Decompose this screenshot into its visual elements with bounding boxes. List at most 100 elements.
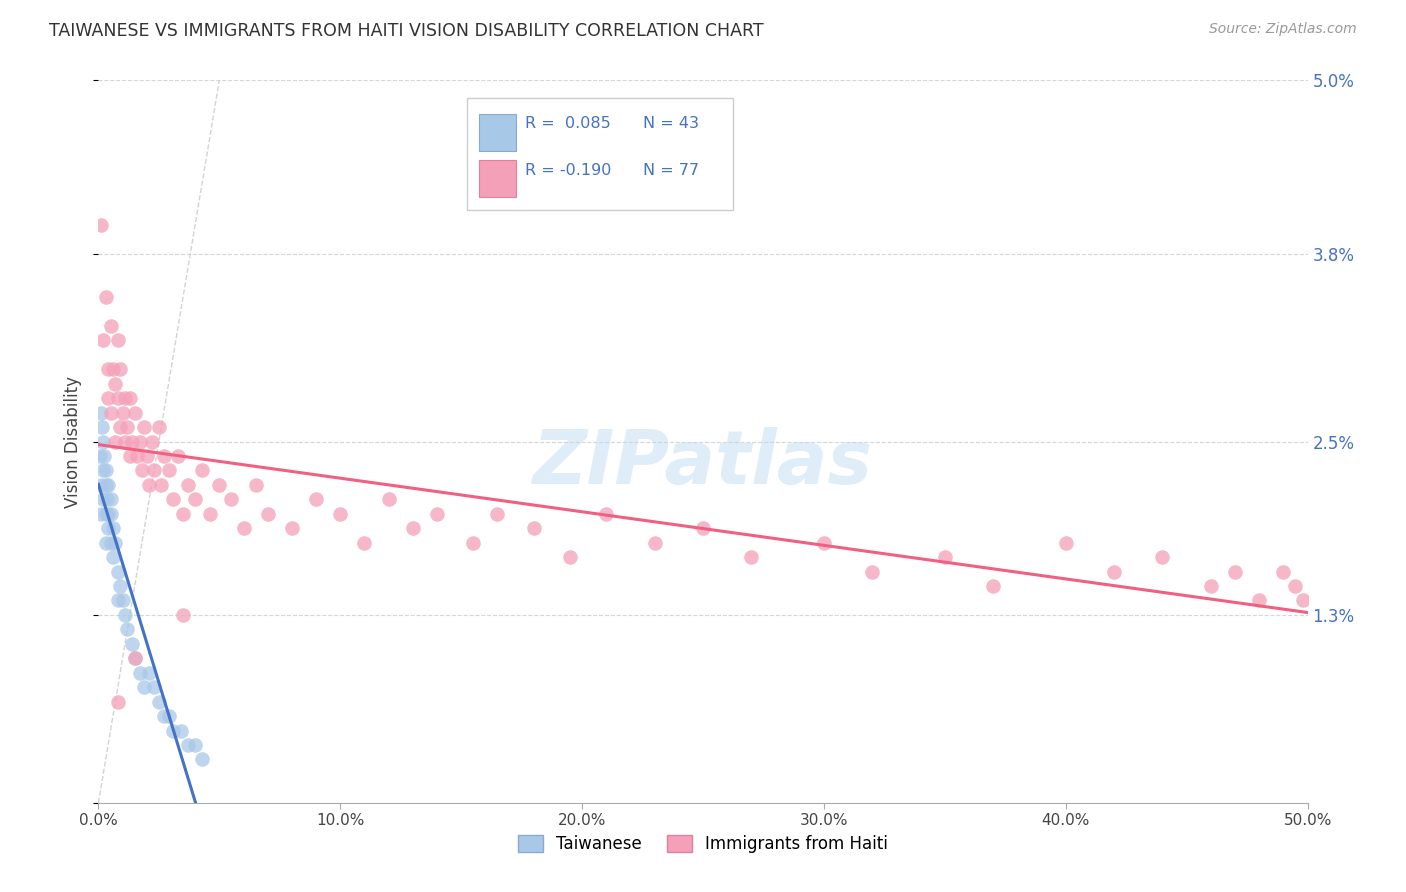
Text: ZIPatlas: ZIPatlas — [533, 426, 873, 500]
FancyBboxPatch shape — [467, 98, 734, 211]
Point — [131, 463, 153, 477]
Point — [97, 362, 120, 376]
Point — [134, 680, 156, 694]
Point — [121, 637, 143, 651]
Point — [107, 695, 129, 709]
Point — [94, 507, 117, 521]
Point — [172, 607, 194, 622]
Point — [1292, 593, 1315, 607]
Point — [486, 507, 509, 521]
Point — [191, 752, 214, 766]
Point — [100, 535, 122, 549]
Point — [104, 434, 127, 449]
Point — [121, 434, 143, 449]
Point — [150, 478, 173, 492]
Point — [94, 535, 117, 549]
Point — [128, 665, 150, 680]
Point — [595, 507, 617, 521]
Point — [118, 391, 141, 405]
Point — [860, 565, 883, 579]
Point — [134, 420, 156, 434]
Point — [114, 391, 136, 405]
Point — [94, 478, 117, 492]
Point — [111, 593, 134, 607]
Point — [107, 334, 129, 348]
Point — [463, 535, 485, 549]
Point — [245, 478, 267, 492]
Point — [90, 507, 112, 521]
Point — [97, 507, 120, 521]
Point — [934, 550, 956, 565]
Point — [138, 665, 160, 680]
Point — [177, 478, 200, 492]
Point — [118, 449, 141, 463]
Point — [169, 723, 191, 738]
Point — [111, 406, 134, 420]
Point — [148, 695, 170, 709]
Point — [177, 738, 200, 752]
Point — [191, 463, 214, 477]
Point — [100, 507, 122, 521]
Point — [184, 492, 207, 507]
Point — [135, 449, 157, 463]
Point — [1284, 579, 1306, 593]
Point — [108, 362, 131, 376]
Point — [97, 391, 120, 405]
Point — [1054, 535, 1077, 549]
Point — [813, 535, 835, 549]
Point — [114, 607, 136, 622]
Point — [143, 463, 166, 477]
Point — [124, 651, 146, 665]
Point — [91, 463, 114, 477]
Point — [101, 362, 124, 376]
Point — [152, 709, 174, 723]
Text: R =  0.085: R = 0.085 — [526, 117, 612, 131]
Point — [96, 492, 118, 507]
Point — [644, 535, 666, 549]
Point — [167, 449, 190, 463]
Point — [117, 420, 139, 434]
Text: Source: ZipAtlas.com: Source: ZipAtlas.com — [1209, 22, 1357, 37]
Point — [89, 449, 111, 463]
Point — [94, 290, 117, 304]
Point — [124, 406, 146, 420]
Point — [1249, 593, 1271, 607]
Point — [107, 391, 129, 405]
Point — [353, 535, 375, 549]
Point — [107, 593, 129, 607]
Point — [114, 434, 136, 449]
Point — [1199, 579, 1222, 593]
Point — [138, 478, 160, 492]
Point — [1152, 550, 1174, 565]
Point — [1223, 565, 1246, 579]
Point — [692, 521, 714, 535]
Point — [94, 463, 117, 477]
Point — [184, 738, 207, 752]
Point — [143, 680, 166, 694]
Point — [91, 434, 114, 449]
Point — [97, 521, 120, 535]
Point — [1102, 565, 1125, 579]
Point — [104, 376, 127, 391]
Point — [157, 709, 180, 723]
Point — [523, 521, 546, 535]
Point — [141, 434, 163, 449]
Point — [90, 218, 112, 232]
Point — [100, 492, 122, 507]
Point — [117, 623, 139, 637]
Text: TAIWANESE VS IMMIGRANTS FROM HAITI VISION DISABILITY CORRELATION CHART: TAIWANESE VS IMMIGRANTS FROM HAITI VISIO… — [49, 22, 763, 40]
Point — [162, 723, 184, 738]
Point — [100, 406, 122, 420]
Point — [172, 507, 194, 521]
Point — [104, 535, 127, 549]
Point — [329, 507, 352, 521]
FancyBboxPatch shape — [479, 160, 516, 197]
Point — [232, 521, 254, 535]
Text: N = 77: N = 77 — [643, 162, 699, 178]
Point — [101, 521, 124, 535]
Point — [157, 463, 180, 477]
Text: N = 43: N = 43 — [643, 117, 699, 131]
Point — [91, 492, 114, 507]
Point — [426, 507, 449, 521]
Point — [162, 492, 184, 507]
